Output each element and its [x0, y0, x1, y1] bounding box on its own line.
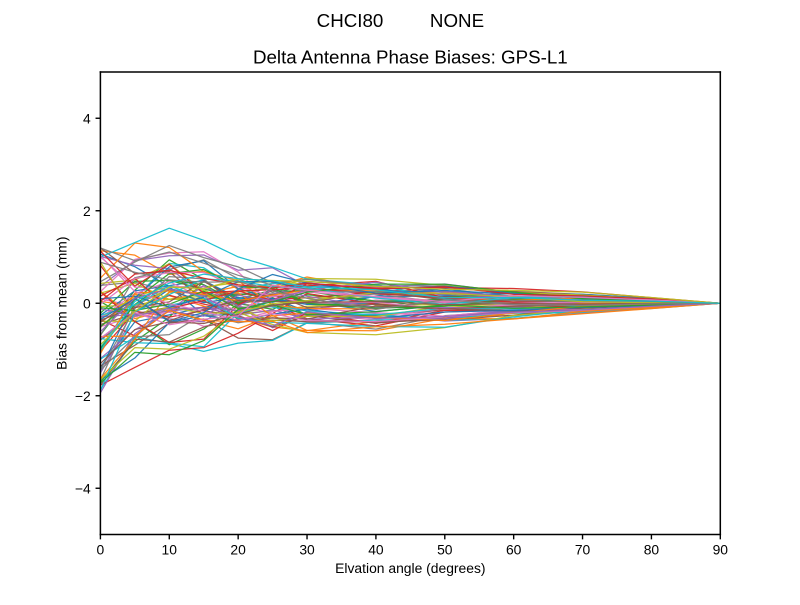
svg-text:Elvation angle (degrees): Elvation angle (degrees): [335, 560, 485, 576]
svg-text:10: 10: [162, 541, 178, 557]
svg-text:2: 2: [83, 203, 91, 219]
svg-text:70: 70: [575, 541, 591, 557]
svg-text:4: 4: [83, 110, 91, 126]
svg-text:NONE: NONE: [430, 10, 484, 31]
svg-text:0: 0: [83, 295, 91, 311]
svg-text:20: 20: [230, 541, 246, 557]
svg-text:30: 30: [299, 541, 315, 557]
svg-text:90: 90: [713, 541, 729, 557]
svg-text:−2: −2: [75, 388, 91, 404]
svg-text:CHCI80: CHCI80: [317, 10, 384, 31]
svg-text:50: 50: [437, 541, 453, 557]
svg-text:Delta Antenna Phase Biases: GP: Delta Antenna Phase Biases: GPS-L1: [253, 47, 568, 68]
svg-text:Bias from mean (mm): Bias from mean (mm): [53, 237, 69, 370]
svg-text:80: 80: [644, 541, 660, 557]
svg-text:0: 0: [97, 541, 105, 557]
svg-text:60: 60: [506, 541, 522, 557]
svg-text:−4: −4: [75, 480, 91, 496]
svg-text:40: 40: [368, 541, 384, 557]
